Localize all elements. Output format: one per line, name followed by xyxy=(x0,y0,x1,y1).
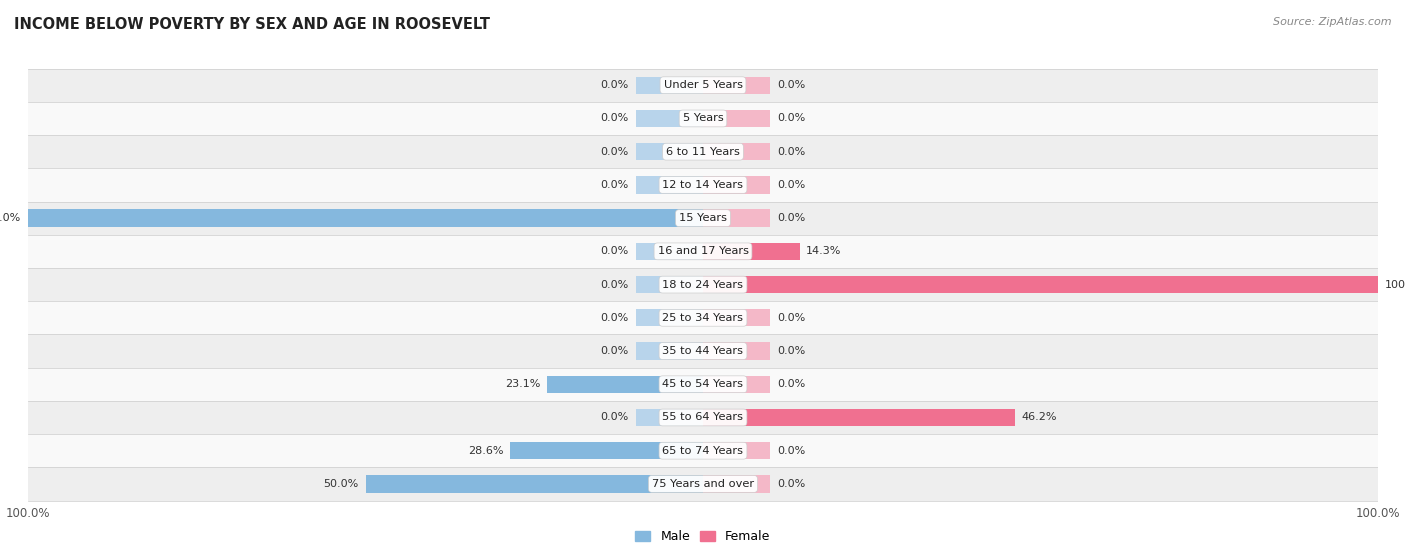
Bar xyxy=(703,110,770,127)
Bar xyxy=(28,102,1378,135)
Bar xyxy=(703,243,800,260)
Bar xyxy=(703,475,770,493)
Text: 23.1%: 23.1% xyxy=(505,379,540,389)
Bar xyxy=(636,243,703,260)
Text: 45 to 54 Years: 45 to 54 Years xyxy=(662,379,744,389)
Text: 0.0%: 0.0% xyxy=(600,346,628,356)
Bar xyxy=(703,409,1015,426)
Bar xyxy=(636,343,703,360)
Bar xyxy=(703,343,770,360)
Text: 50.0%: 50.0% xyxy=(323,479,359,489)
Text: 35 to 44 Years: 35 to 44 Years xyxy=(662,346,744,356)
Bar xyxy=(366,475,703,493)
Bar xyxy=(636,110,703,127)
Bar xyxy=(28,209,703,227)
Bar xyxy=(28,69,1378,102)
Text: 0.0%: 0.0% xyxy=(778,479,806,489)
Text: 0.0%: 0.0% xyxy=(600,113,628,123)
Bar xyxy=(636,309,703,326)
Text: 0.0%: 0.0% xyxy=(600,147,628,157)
Bar xyxy=(28,401,1378,434)
Text: 0.0%: 0.0% xyxy=(600,412,628,422)
Text: 15 Years: 15 Years xyxy=(679,213,727,223)
Bar xyxy=(28,301,1378,334)
Text: 5 Years: 5 Years xyxy=(683,113,723,123)
Bar xyxy=(28,434,1378,467)
Bar xyxy=(28,334,1378,368)
Text: 65 to 74 Years: 65 to 74 Years xyxy=(662,446,744,456)
Bar xyxy=(636,143,703,160)
Text: 46.2%: 46.2% xyxy=(1022,412,1057,422)
Text: 0.0%: 0.0% xyxy=(778,113,806,123)
Text: 55 to 64 Years: 55 to 64 Years xyxy=(662,412,744,422)
Text: 28.6%: 28.6% xyxy=(468,446,503,456)
Text: 0.0%: 0.0% xyxy=(600,280,628,290)
Text: 100.0%: 100.0% xyxy=(0,213,21,223)
Bar xyxy=(510,442,703,459)
Bar xyxy=(703,309,770,326)
Bar xyxy=(636,409,703,426)
Bar xyxy=(28,135,1378,169)
Text: 0.0%: 0.0% xyxy=(778,147,806,157)
Text: 0.0%: 0.0% xyxy=(778,180,806,190)
Bar xyxy=(28,467,1378,501)
Text: INCOME BELOW POVERTY BY SEX AND AGE IN ROOSEVELT: INCOME BELOW POVERTY BY SEX AND AGE IN R… xyxy=(14,17,491,32)
Text: 0.0%: 0.0% xyxy=(778,213,806,223)
Text: 75 Years and over: 75 Years and over xyxy=(652,479,754,489)
Bar xyxy=(547,376,703,393)
Text: 0.0%: 0.0% xyxy=(778,379,806,389)
Text: 0.0%: 0.0% xyxy=(778,346,806,356)
Bar xyxy=(703,143,770,160)
Bar xyxy=(703,209,770,227)
Text: Source: ZipAtlas.com: Source: ZipAtlas.com xyxy=(1274,17,1392,27)
Text: 25 to 34 Years: 25 to 34 Years xyxy=(662,313,744,323)
Bar xyxy=(28,169,1378,201)
Bar xyxy=(636,176,703,194)
Bar xyxy=(703,376,770,393)
Text: 6 to 11 Years: 6 to 11 Years xyxy=(666,147,740,157)
Text: 0.0%: 0.0% xyxy=(600,313,628,323)
Bar xyxy=(28,368,1378,401)
Text: 0.0%: 0.0% xyxy=(778,80,806,90)
Bar xyxy=(703,76,770,94)
Text: 18 to 24 Years: 18 to 24 Years xyxy=(662,280,744,290)
Text: 12 to 14 Years: 12 to 14 Years xyxy=(662,180,744,190)
Bar xyxy=(28,268,1378,301)
Text: 0.0%: 0.0% xyxy=(600,246,628,256)
Bar xyxy=(636,76,703,94)
Legend: Male, Female: Male, Female xyxy=(630,525,776,548)
Text: Under 5 Years: Under 5 Years xyxy=(664,80,742,90)
Bar xyxy=(28,235,1378,268)
Text: 0.0%: 0.0% xyxy=(778,313,806,323)
Bar xyxy=(636,276,703,293)
Text: 0.0%: 0.0% xyxy=(600,180,628,190)
Text: 100.0%: 100.0% xyxy=(1385,280,1406,290)
Bar xyxy=(703,442,770,459)
Text: 16 and 17 Years: 16 and 17 Years xyxy=(658,246,748,256)
Text: 14.3%: 14.3% xyxy=(806,246,842,256)
Bar xyxy=(28,201,1378,235)
Bar xyxy=(703,276,1378,293)
Text: 0.0%: 0.0% xyxy=(600,80,628,90)
Text: 0.0%: 0.0% xyxy=(778,446,806,456)
Bar xyxy=(703,176,770,194)
